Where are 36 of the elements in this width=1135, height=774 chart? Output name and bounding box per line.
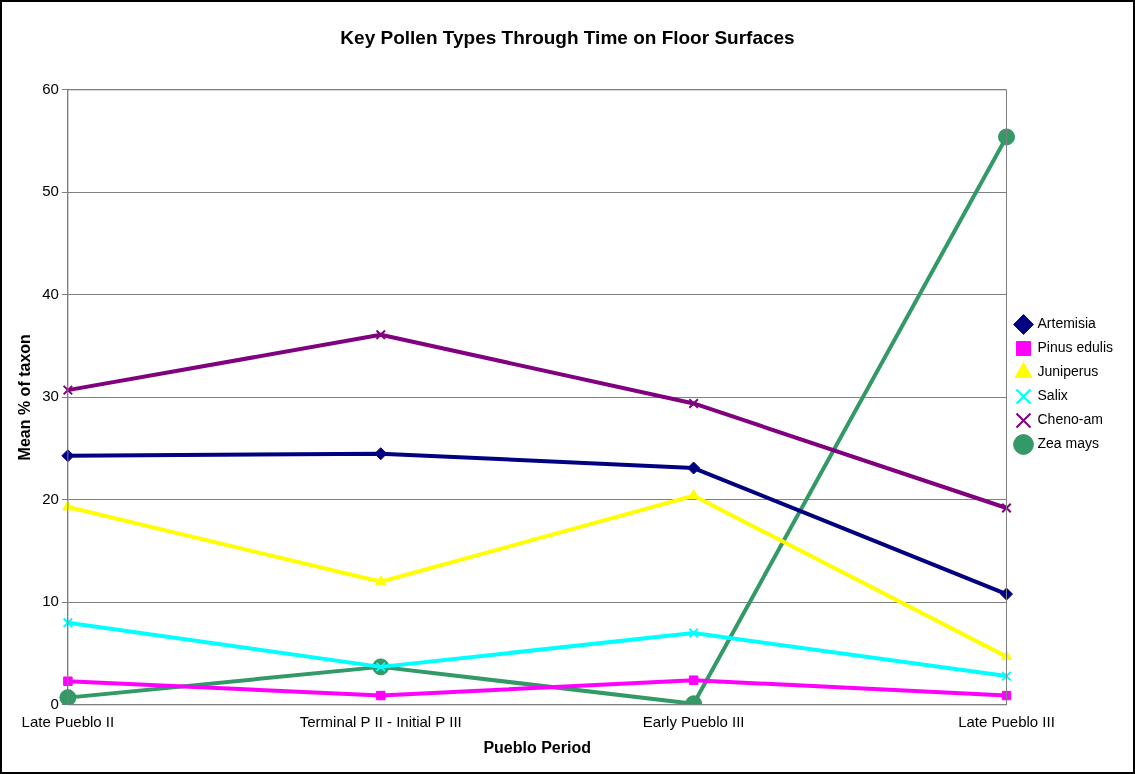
point: [1001, 502, 1012, 514]
chart-title: Key Pollen Types Through Time on Floor Surfaces: [340, 26, 795, 48]
point: [1001, 670, 1012, 682]
y-tick-label: 40: [42, 284, 59, 302]
point: [688, 398, 699, 409]
legend-label: Cheno-am: [1037, 411, 1103, 428]
y-tick-label: 60: [42, 79, 59, 97]
point: [687, 461, 701, 475]
y-tick-label: 50: [42, 182, 59, 200]
point: [375, 575, 387, 586]
legend-label: Pinus edulis: [1037, 339, 1114, 356]
legend-label: Juniperus: [1037, 363, 1099, 380]
point: [374, 447, 388, 461]
x-tick-label: Late Pueblo III: [958, 712, 1055, 730]
x-tick-label: Late Pueblo II: [21, 712, 115, 730]
point: [375, 329, 386, 341]
y-tick-label: 0: [50, 694, 59, 712]
point: [688, 675, 699, 685]
y-tick-label: 30: [42, 387, 59, 405]
point: [62, 384, 74, 396]
x-tick-label: Terminal P II - Initial P III: [299, 712, 462, 730]
y-tick-label: 10: [42, 592, 59, 610]
point: [59, 689, 77, 705]
y-axis-title: Mean % of taxon: [16, 334, 34, 461]
point: [63, 676, 73, 686]
point: [62, 617, 74, 629]
legend-label: Artemisia: [1037, 315, 1097, 332]
y-tick-label: 20: [42, 489, 59, 507]
x-tick-label: Early Pueblo III: [642, 712, 745, 730]
point: [1000, 587, 1014, 601]
point: [688, 627, 699, 639]
legend-label: Zea mays: [1037, 435, 1099, 452]
point: [998, 128, 1016, 146]
legend-label: Salix: [1037, 387, 1068, 404]
x-axis-title: Pueblo Period: [483, 738, 591, 756]
point: [376, 690, 386, 701]
